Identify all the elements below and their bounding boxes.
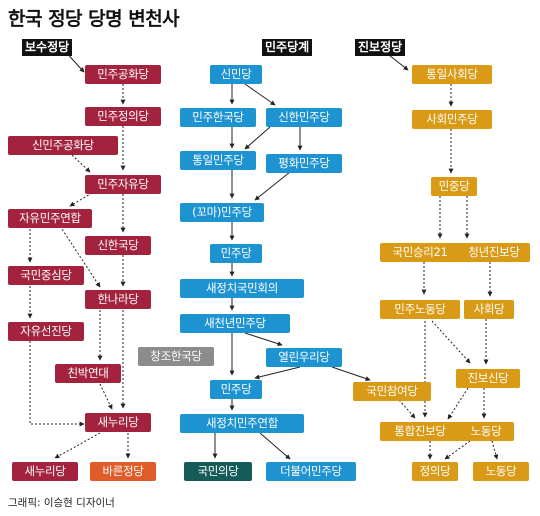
category-progressive: 진보정당 [355, 39, 406, 56]
edge [244, 126, 271, 150]
party-node: 열린우리당 [266, 348, 342, 367]
edge [59, 225, 101, 288]
edge [71, 154, 91, 173]
party-node: 민중당 [431, 177, 477, 196]
party-node: (꼬마)민주당 [180, 203, 264, 222]
party-node: 민주한국당 [180, 108, 256, 127]
party-node: 새천년민주당 [180, 314, 290, 333]
party-node: 민주자유당 [85, 175, 161, 194]
party-node: 국민승리21 [380, 243, 460, 262]
edge [491, 440, 499, 460]
party-node: 노동당 [473, 462, 529, 481]
edge [259, 432, 291, 460]
edge [244, 332, 283, 347]
edge [99, 383, 113, 410]
party-node: 자유선진당 [8, 322, 84, 341]
party-node: 새정치민주연합 [180, 414, 304, 433]
category-democratic: 민주당계 [262, 39, 313, 56]
edge [244, 83, 276, 106]
category-conservative: 보수정당 [22, 39, 73, 56]
party-node: 통일사회당 [412, 65, 492, 84]
party-node: 새누리당 [85, 413, 151, 432]
edge [331, 366, 371, 381]
party-node: 친박연대 [55, 364, 121, 383]
page-title: 한국 정당 당명 변천사 [8, 8, 180, 30]
party-node: 민주당 [210, 244, 262, 263]
party-node: 바른정당 [90, 462, 156, 481]
party-node: 신민당 [210, 65, 262, 84]
party-node: 사회민주당 [412, 110, 492, 129]
party-node: 통합진보당 [380, 422, 460, 441]
party-node: 사회당 [464, 300, 514, 319]
graphic-credit: 그래픽: 이승현 디자이너 [8, 497, 115, 509]
edge [254, 171, 291, 201]
party-node: 민주정의당 [85, 107, 161, 126]
edge [447, 387, 469, 420]
edge [444, 440, 471, 460]
edge [254, 366, 301, 380]
edge [431, 320, 471, 364]
party-node: 민주공화당 [85, 65, 161, 84]
party-node: 국민참여당 [353, 382, 431, 401]
party-node: 새누리당 [12, 462, 78, 481]
party-node: 통일민주당 [180, 151, 256, 170]
party-node: 신민주공화당 [8, 136, 118, 155]
edge [54, 432, 101, 459]
party-node: 더불어민주당 [266, 462, 356, 481]
party-node: 민주당 [210, 380, 262, 399]
party-node: 자유민주연합 [8, 209, 92, 228]
edge [398, 399, 416, 419]
party-node: 청년진보당 [458, 243, 530, 262]
party-node: 신한국당 [85, 236, 151, 255]
party-node: 새정치국민회의 [180, 279, 304, 298]
party-node: 창조한국당 [138, 347, 214, 366]
party-node: 민주노동당 [380, 300, 460, 319]
edge [69, 192, 93, 207]
party-node: 한나라당 [85, 290, 151, 309]
party-node: 진보신당 [456, 369, 520, 388]
party-node: 국민중심당 [8, 266, 84, 285]
party-node: 정의당 [412, 462, 458, 481]
party-node: 국민의당 [184, 462, 252, 481]
party-node: 신한민주당 [266, 108, 342, 127]
party-node: 평화민주당 [266, 154, 342, 173]
party-node: 노동당 [458, 422, 514, 441]
